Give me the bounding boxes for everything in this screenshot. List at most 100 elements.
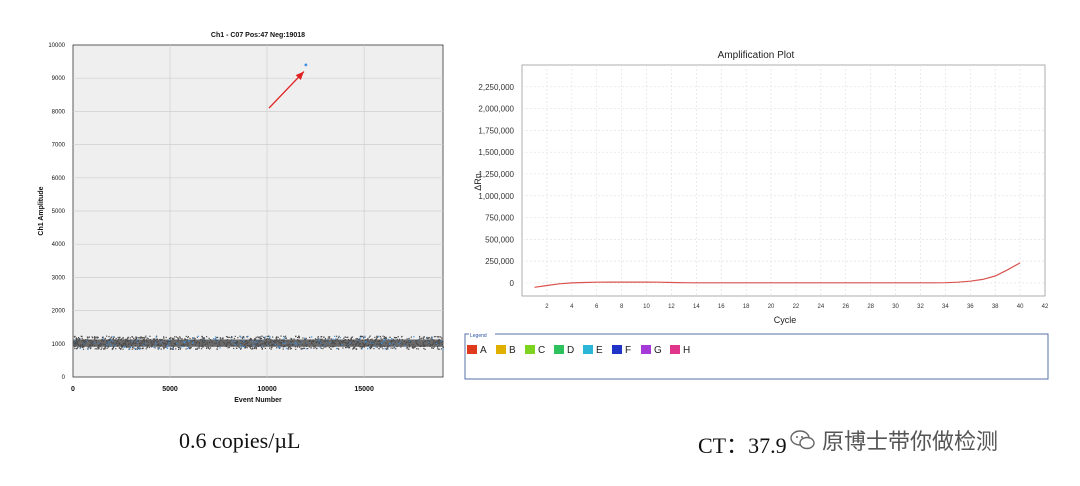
negative-droplet [172,339,174,341]
negative-droplet [352,348,354,350]
negative-droplet [139,348,141,350]
negative-droplet [334,335,336,337]
negative-droplet [250,345,252,347]
negative-droplet [359,346,361,348]
negative-droplet [335,338,337,340]
negative-droplet [437,348,439,350]
negative-droplet [390,339,392,341]
negative-droplet [330,338,332,340]
negative-droplet [133,337,135,340]
negative-droplet [91,336,93,338]
negative-droplet [175,344,177,346]
negative-droplet [180,347,182,349]
negative-droplet [247,335,249,337]
negative-droplet [101,347,103,349]
negative-droplet [346,345,348,347]
negative-droplet [124,346,126,348]
negative-droplet [203,338,205,340]
negative-droplet [131,348,133,350]
negative-droplet [178,347,180,349]
negative-droplet [436,345,439,347]
negative-droplet [258,340,260,342]
negative-droplet [169,347,172,349]
negative-droplet [349,343,352,346]
negative-droplet [227,347,229,349]
negative-droplet [283,336,286,338]
negative-droplet [173,338,175,340]
negative-droplet [371,346,373,348]
negative-droplet [121,346,123,348]
negative-droplet [149,335,151,337]
negative-droplet [370,344,372,346]
negative-droplet [341,342,344,344]
negative-droplet [365,340,367,342]
negative-droplet [161,339,164,341]
negative-droplet [297,339,299,341]
negative-droplet [384,348,386,350]
negative-droplet [344,339,346,341]
negative-droplet [85,341,87,343]
negative-droplet [134,338,137,340]
negative-droplet [121,346,123,348]
negative-droplet [102,336,104,338]
negative-droplet [201,340,203,343]
negative-droplet [162,342,164,344]
negative-droplet [385,337,387,339]
negative-droplet [151,344,153,346]
negative-droplet [140,336,142,338]
negative-droplet [108,339,110,341]
negative-droplet [327,345,329,347]
legend-title: Legend [470,333,487,339]
negative-droplet [243,340,245,342]
negative-droplet [379,340,381,343]
negative-droplet [257,340,259,342]
negative-droplet [201,343,203,345]
negative-droplet [137,339,140,342]
negative-droplet [169,338,171,340]
negative-droplet [268,347,271,349]
negative-droplet [98,343,100,345]
negative-droplet [151,345,153,347]
negative-droplet [216,345,219,347]
negative-droplet [282,346,285,348]
negative-droplet [127,337,129,339]
negative-droplet [268,344,270,346]
negative-droplet [379,345,381,347]
negative-droplet [239,343,242,345]
negative-droplet [336,347,338,350]
negative-droplet [120,344,122,346]
right-x-tick-labels: 2 4 6 8 10 12 14 16 18 20 22 24 26 28 30 32 34 36 38 40 42 [545,304,1049,310]
negative-droplet [120,339,122,341]
negative-droplet [185,338,187,341]
negative-droplet [335,339,337,342]
negative-droplet [175,336,178,338]
negative-droplet [271,344,274,346]
negative-droplet [177,337,179,339]
negative-droplet [187,342,189,344]
negative-droplet [303,347,306,349]
negative-droplet [98,345,100,347]
negative-droplet [301,344,303,346]
negative-droplet [92,343,94,346]
negative-droplet [163,343,165,345]
negative-droplet [262,336,265,338]
negative-droplet [86,348,89,350]
negative-droplet [240,347,242,349]
negative-droplet [393,344,396,346]
negative-droplet [319,346,321,348]
negative-droplet [401,344,403,346]
negative-droplet [407,348,409,350]
right-y-tick-2: 500,000 [485,235,514,244]
negative-droplet [337,340,340,342]
negative-droplet [128,340,130,342]
negative-droplet [442,345,444,348]
negative-droplet [345,342,347,344]
negative-droplet [182,346,184,348]
negative-droplet [325,339,327,341]
negative-droplet [167,342,169,344]
negative-droplet [314,346,316,349]
negative-droplet [198,345,200,348]
negative-droplet [226,342,229,344]
negative-droplet [75,338,77,340]
negative-droplet [332,345,334,347]
